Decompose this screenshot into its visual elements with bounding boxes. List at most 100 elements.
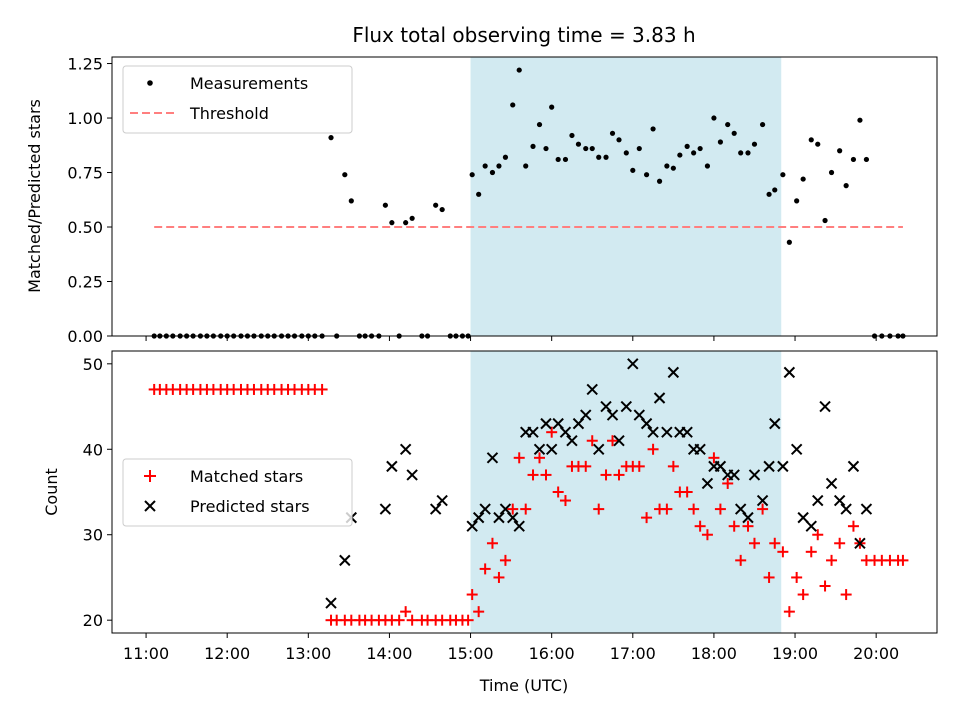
- measurement-point: [636, 145, 642, 152]
- matched-star-points: [148, 383, 909, 626]
- measurement-point: [808, 137, 814, 143]
- matched-point: [499, 554, 511, 566]
- bottom-y-tick-label: 50: [83, 355, 103, 374]
- measurement-point: [549, 104, 555, 110]
- top-shaded-region: [470, 57, 782, 336]
- matched-point: [540, 469, 552, 481]
- measurement-point: [786, 239, 792, 245]
- matched-point: [613, 469, 625, 481]
- measurement-point: [670, 165, 676, 171]
- top-y-axis-label: Matched/Predicted stars: [25, 99, 44, 293]
- chart-title: Flux total observing time = 3.83 h: [352, 23, 695, 47]
- measurement-point: [684, 143, 690, 149]
- predicted-point: [748, 469, 761, 481]
- matched-point: [763, 571, 775, 583]
- predicted-point: [763, 460, 775, 473]
- matched-point: [834, 537, 846, 549]
- x-tick-label: 11:00: [123, 644, 169, 663]
- predicted-point: [325, 597, 337, 609]
- matched-point: [748, 537, 760, 549]
- bottom-legend: Matched stars Predicted stars: [122, 458, 353, 527]
- predicted-point: [681, 426, 693, 438]
- matched-point: [791, 571, 803, 583]
- x-tick-label: 19:00: [772, 644, 818, 663]
- top-x-ticks: [145, 336, 877, 341]
- measurement-point: [738, 150, 744, 156]
- measurement-point: [476, 191, 482, 197]
- x-tick-label: 16:00: [529, 644, 575, 663]
- predicted-point: [860, 503, 873, 515]
- predicted-point: [466, 520, 478, 532]
- matched-point: [393, 614, 405, 626]
- predicted-point: [339, 554, 351, 567]
- matched-point: [681, 486, 693, 498]
- x-tick-label: 17:00: [610, 644, 656, 663]
- predicted-point: [627, 358, 639, 370]
- matched-point: [797, 589, 809, 601]
- matched-point: [714, 503, 726, 515]
- measurement-point: [575, 141, 582, 147]
- matched-point: [559, 495, 571, 507]
- top-y-tick-label: 1.00: [67, 109, 103, 128]
- measurement-point: [609, 130, 616, 136]
- predicted-point: [790, 443, 803, 455]
- top-y-tick-label: 1.25: [67, 55, 103, 74]
- predicted-point: [429, 503, 442, 515]
- matched-point: [462, 614, 474, 626]
- legend-measurements-marker: [147, 80, 153, 86]
- top-y-tick-label: 0.00: [67, 327, 103, 346]
- matched-point: [722, 477, 734, 489]
- measurement-point: [439, 206, 445, 213]
- predicted-point: [479, 503, 491, 515]
- predicted-point: [783, 366, 796, 379]
- predicted-point: [728, 469, 740, 481]
- matched-point: [769, 537, 781, 549]
- measurement-point: [745, 150, 751, 156]
- measurement-point: [409, 215, 415, 221]
- measurement-point: [348, 198, 354, 204]
- measurement-point: [837, 148, 843, 154]
- matched-point: [805, 546, 817, 558]
- x-tick-label: 15:00: [447, 644, 493, 663]
- matched-point: [641, 512, 653, 524]
- predicted-point: [854, 537, 866, 549]
- measurement-point: [623, 150, 629, 156]
- predicted-point: [805, 520, 817, 532]
- predicted-star-points: [325, 358, 873, 609]
- top-legend: Measurements Threshold: [122, 65, 353, 134]
- measurement-point: [717, 139, 724, 145]
- measurement-point: [469, 172, 475, 178]
- matched-point: [667, 460, 679, 472]
- predicted-point: [493, 511, 505, 524]
- measurement-point: [403, 220, 409, 226]
- predicted-point: [825, 477, 838, 490]
- bottom-y-axis-label: Count: [42, 468, 61, 516]
- measurement-point: [543, 145, 549, 152]
- measurement-point: [656, 178, 663, 184]
- matched-point: [783, 606, 795, 618]
- predicted-point: [812, 494, 824, 507]
- measurement-point: [569, 132, 575, 139]
- legend-measurements-label: Measurements: [190, 74, 308, 93]
- matched-point: [694, 520, 706, 532]
- measurement-point: [433, 202, 439, 208]
- predicted-point: [593, 443, 605, 455]
- predicted-point: [507, 511, 519, 524]
- measurement-point: [691, 150, 697, 156]
- predicted-point: [694, 443, 706, 455]
- predicted-point: [742, 511, 754, 524]
- matched-point: [534, 452, 546, 464]
- predicted-point: [606, 409, 619, 421]
- predicted-point: [406, 469, 418, 481]
- matched-point: [507, 503, 519, 515]
- measurement-point: [850, 156, 857, 163]
- matched-point: [708, 452, 720, 464]
- legend-matched-label: Matched stars: [190, 467, 303, 486]
- bottom-legend-box: [122, 458, 353, 527]
- measurement-point: [857, 117, 863, 123]
- predicted-point: [840, 503, 852, 515]
- bottom-y-tick-label: 40: [83, 440, 103, 459]
- measurement-point: [510, 102, 516, 108]
- measurement-point: [843, 183, 849, 189]
